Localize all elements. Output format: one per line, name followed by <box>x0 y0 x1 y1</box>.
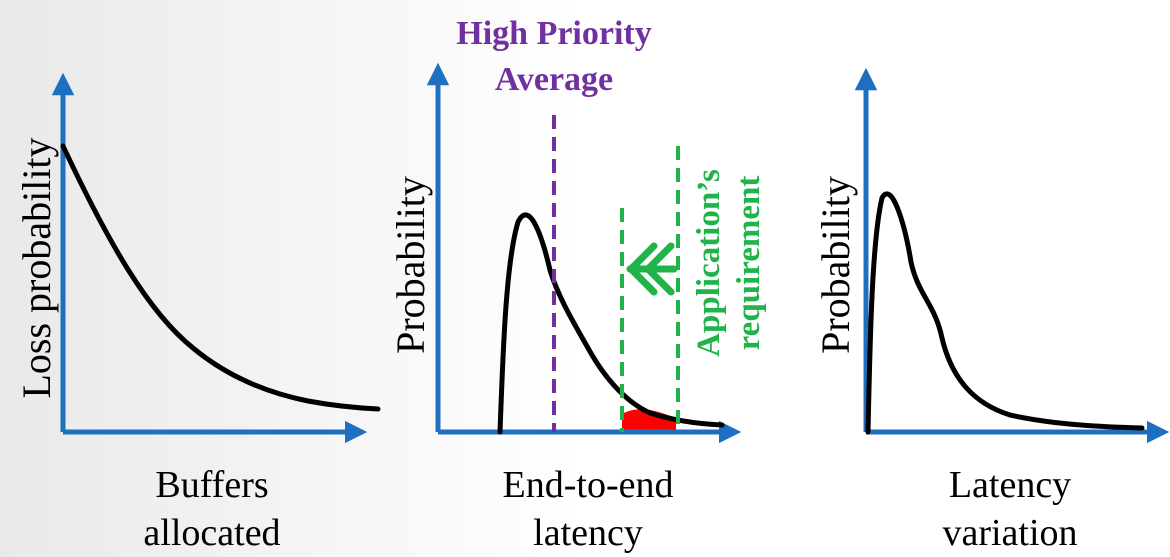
panel2-double-left-arrow-icon <box>626 242 678 296</box>
panel2-y-axis-label: Probability <box>388 176 433 354</box>
panel-end-to-end-latency: High Priority Average Application’s requ… <box>388 15 767 554</box>
panel-latency-variation: Probability Latency variation <box>813 67 1170 554</box>
panel2-requirement-label-line2: requirement <box>731 176 767 351</box>
panel1-x-axis-label-line1: Buffers <box>155 464 268 506</box>
panel2-x-axis-label-line2: latency <box>533 512 643 554</box>
panel3-variation-distribution-curve <box>865 191 1145 435</box>
panel2-requirement-label-line1: Application’s <box>691 169 727 357</box>
panel1-y-axis-label: Loss probability <box>14 137 59 398</box>
panel1-x-axis-label-line2: allocated <box>143 512 280 554</box>
panel2-average-label-line1: High Priority <box>456 15 651 52</box>
panel1-loss-curve <box>60 143 381 412</box>
panel2-average-label-line2: Average <box>495 61 613 98</box>
panel-loss-probability: Loss probability Buffers allocated <box>14 72 381 554</box>
panel2-x-axis-label-line1: End-to-end <box>503 464 674 506</box>
panel3-x-axis-label-line2: variation <box>942 512 1077 554</box>
panel2-latency-distribution-curve <box>497 212 725 435</box>
panel3-x-axis-label-line1: Latency <box>949 464 1071 506</box>
panel3-y-axis-label: Probability <box>813 176 858 354</box>
